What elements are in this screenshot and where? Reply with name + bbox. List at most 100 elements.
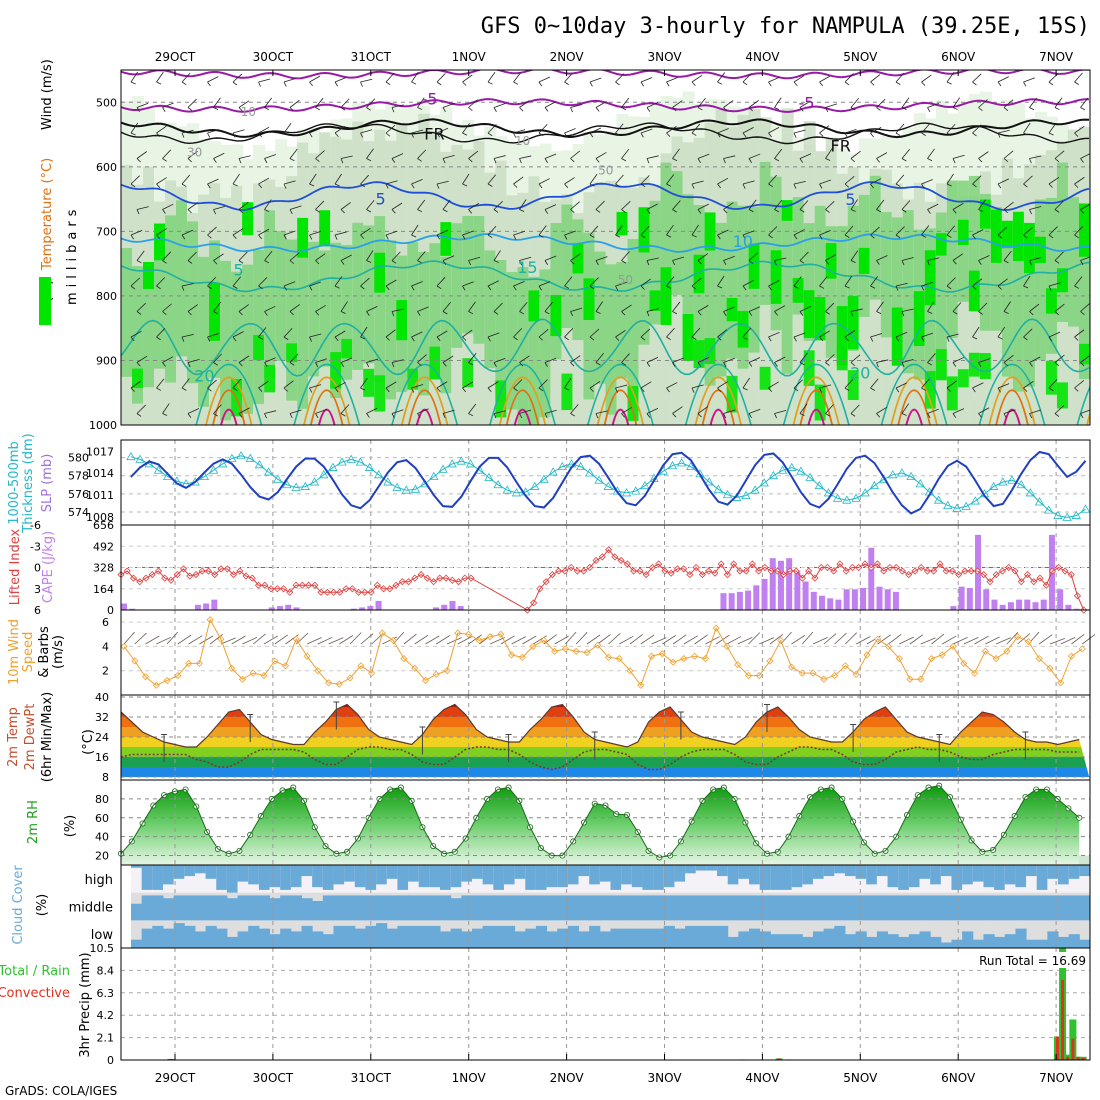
wind-barb bbox=[742, 336, 748, 340]
surface-wind-barb bbox=[317, 636, 333, 645]
wind-barb bbox=[334, 234, 338, 240]
wind-barb bbox=[340, 357, 353, 363]
cloud-cell bbox=[919, 931, 931, 948]
cloud-cell bbox=[674, 865, 686, 882]
wind-barb bbox=[850, 354, 861, 363]
wind-barb bbox=[844, 81, 850, 86]
wind-barb bbox=[793, 181, 806, 185]
wind-barb bbox=[468, 311, 474, 315]
cape-bar bbox=[999, 604, 1006, 610]
wind-barb bbox=[1023, 77, 1035, 83]
wind-barb bbox=[672, 301, 681, 312]
wind-barb bbox=[385, 81, 391, 86]
cloud-cell-bg bbox=[194, 865, 207, 893]
wind-barb bbox=[309, 132, 313, 138]
wind-barb bbox=[646, 257, 659, 261]
wind-barb bbox=[876, 301, 884, 312]
wind-barb bbox=[793, 332, 806, 338]
wind-barb bbox=[162, 260, 167, 264]
rh-shade bbox=[484, 250, 497, 369]
cloud-cell bbox=[706, 925, 718, 948]
wind-barb bbox=[181, 378, 190, 389]
wind-barb bbox=[952, 260, 957, 265]
wind-barb bbox=[366, 250, 374, 261]
wind-barb bbox=[519, 158, 522, 164]
dewpoint-line bbox=[120, 746, 1080, 771]
wind-barb bbox=[391, 311, 395, 317]
wind-barb bbox=[723, 311, 727, 316]
cloud-cell bbox=[791, 865, 803, 888]
rh-shade bbox=[176, 200, 189, 357]
wind-barb bbox=[901, 97, 910, 108]
wind-barb bbox=[442, 413, 446, 419]
wind-barb bbox=[774, 97, 782, 108]
wind-barb bbox=[334, 231, 347, 236]
surface-wind-barb bbox=[769, 634, 784, 645]
rh-shade bbox=[957, 369, 970, 388]
wind-barb bbox=[589, 77, 602, 83]
wind-barb bbox=[978, 99, 988, 108]
wind-barb bbox=[493, 302, 503, 312]
wind-barb bbox=[640, 128, 653, 134]
wind-barb bbox=[819, 285, 825, 289]
wind-barb bbox=[411, 234, 417, 238]
temperature-contour bbox=[603, 389, 638, 425]
wind-barb bbox=[844, 336, 849, 341]
wind-barb bbox=[411, 331, 423, 338]
cloud-cell bbox=[780, 934, 793, 948]
wind-barb bbox=[850, 150, 861, 159]
cloud-cell bbox=[546, 865, 558, 888]
wind-barb bbox=[844, 183, 850, 188]
cloud-cell-bg bbox=[685, 865, 697, 893]
wind-barb bbox=[283, 132, 289, 136]
wind-barb bbox=[672, 200, 681, 210]
contour-label: -5 bbox=[422, 89, 438, 108]
wind-barb bbox=[717, 329, 728, 338]
rh-tick-label: 20 bbox=[95, 850, 109, 863]
wind-barb bbox=[952, 302, 962, 312]
wind-barb bbox=[232, 173, 240, 185]
cloud-cell bbox=[695, 895, 707, 921]
wind-barb bbox=[181, 229, 194, 236]
wind-barb bbox=[289, 158, 295, 162]
wind-barb bbox=[366, 358, 379, 363]
wind-barb bbox=[997, 178, 1010, 185]
temperature-contour bbox=[684, 363, 752, 425]
wind-barb bbox=[493, 209, 499, 213]
wind-barb bbox=[921, 183, 925, 189]
wind-barb bbox=[391, 409, 404, 414]
wind-barb bbox=[799, 260, 805, 264]
wind-barb bbox=[697, 305, 709, 312]
thickness-point bbox=[897, 468, 907, 477]
wind-barb bbox=[385, 279, 397, 287]
cloud-cell bbox=[972, 895, 984, 921]
date-label-bottom: 30OCT bbox=[253, 1071, 294, 1085]
surface-wind-barb bbox=[748, 632, 761, 645]
wind-barb bbox=[136, 206, 149, 210]
wind-barb bbox=[468, 150, 479, 159]
contour-label: 20 bbox=[194, 366, 214, 385]
wind-barb bbox=[1074, 276, 1083, 287]
wind-barb bbox=[850, 260, 856, 263]
rh-shade bbox=[143, 262, 156, 388]
wind-barb bbox=[130, 230, 143, 236]
wind-barb bbox=[156, 387, 162, 391]
wind-barb bbox=[468, 256, 481, 261]
wind-barb bbox=[238, 304, 250, 312]
rh-tick-label: 60 bbox=[95, 812, 109, 825]
wind-barb bbox=[513, 72, 522, 83]
wind-barb bbox=[1023, 285, 1029, 289]
wind-barb bbox=[850, 107, 856, 111]
cape-bar bbox=[129, 608, 136, 610]
temperature-contour bbox=[121, 318, 1090, 377]
wind-barb bbox=[411, 387, 415, 393]
wind-barb bbox=[997, 387, 1001, 393]
lifted-tick-label: 6 bbox=[34, 604, 41, 617]
wind-barb bbox=[162, 413, 168, 416]
cloud-cell bbox=[738, 931, 750, 948]
wind-barb bbox=[334, 183, 340, 187]
wind-barb bbox=[360, 377, 368, 389]
cape-bar bbox=[375, 600, 382, 610]
wind-barb bbox=[487, 234, 493, 239]
wind-barb bbox=[1080, 311, 1085, 315]
